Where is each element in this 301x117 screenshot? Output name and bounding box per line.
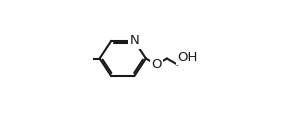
- Text: O: O: [151, 58, 162, 71]
- Text: N: N: [129, 34, 139, 47]
- Text: OH: OH: [177, 51, 197, 64]
